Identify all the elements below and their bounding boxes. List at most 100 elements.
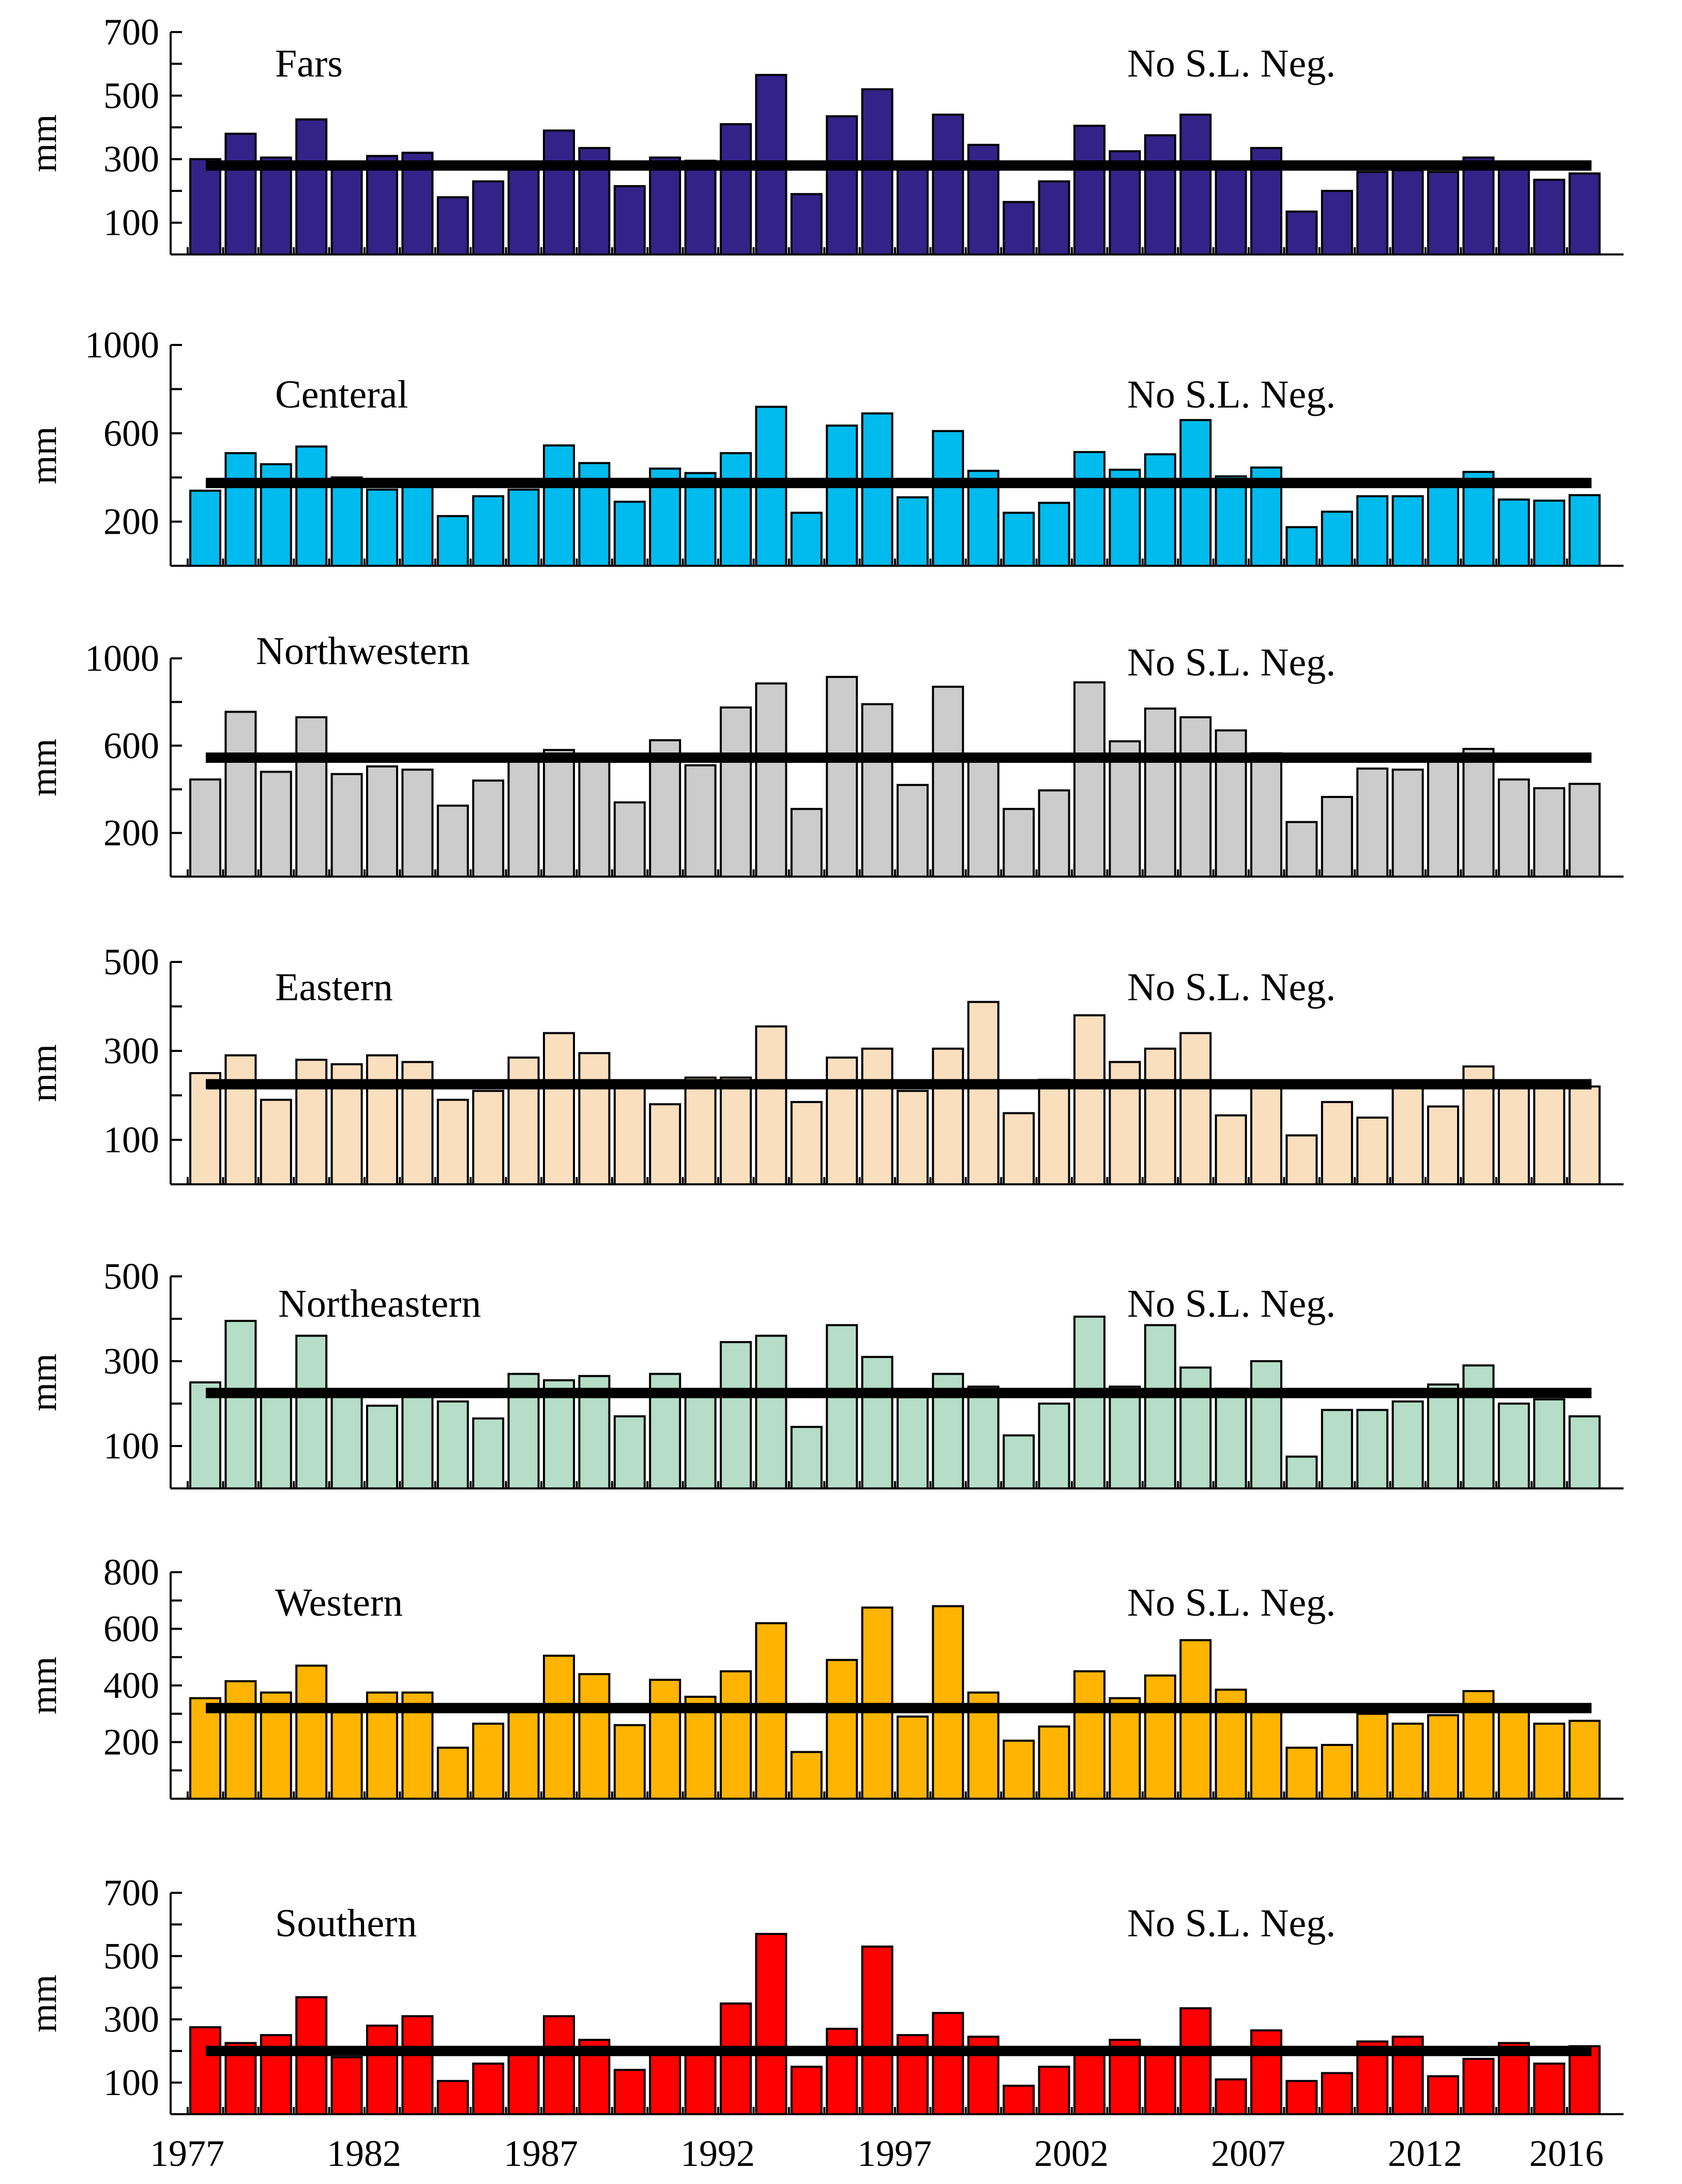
bar (615, 502, 645, 566)
bar (1428, 2076, 1458, 2114)
bar (792, 1752, 822, 1799)
bar (1004, 1436, 1034, 1489)
bar (261, 772, 291, 877)
bar (1428, 755, 1458, 877)
bar (367, 156, 397, 254)
bar (261, 158, 291, 254)
bar (615, 1417, 645, 1488)
y-axis-label: mm (23, 114, 64, 172)
y-tick-label: 600 (103, 725, 159, 766)
bar (792, 513, 822, 566)
bar (721, 707, 751, 877)
bar (579, 759, 609, 877)
bar (1145, 2053, 1175, 2114)
bar (1534, 180, 1564, 254)
bar (1499, 169, 1529, 254)
bar (332, 1712, 362, 1799)
bar (1180, 1033, 1210, 1184)
bar (756, 1336, 786, 1488)
bar (1534, 501, 1564, 566)
bar (544, 1656, 574, 1799)
bar (1180, 1367, 1210, 1488)
panel-title: Eastern (275, 966, 393, 1009)
bar (1534, 788, 1564, 877)
bar (1145, 1325, 1175, 1488)
bar (225, 1681, 255, 1799)
bar (438, 806, 468, 877)
bar (225, 712, 255, 877)
bar (332, 165, 362, 254)
bar (225, 1056, 255, 1184)
panel-title: Fars (275, 42, 343, 85)
bar (1074, 1671, 1104, 1799)
bar (721, 124, 751, 254)
bar (402, 486, 432, 566)
bar (1251, 1085, 1281, 1185)
bar (1004, 1741, 1034, 1799)
bar (1286, 2081, 1316, 2114)
y-tick-label: 300 (103, 139, 159, 180)
bar (1570, 784, 1600, 877)
bar (544, 445, 574, 566)
bar (615, 1725, 645, 1799)
bar (367, 490, 397, 566)
bar (367, 766, 397, 877)
bar (1216, 476, 1246, 566)
bar (544, 1033, 574, 1184)
bar (968, 1387, 998, 1488)
y-tick-label: 200 (103, 1722, 159, 1763)
bar (1216, 730, 1246, 877)
bar (792, 194, 822, 254)
panel-note: No S.L. Neg. (1127, 1902, 1336, 1945)
x-tick-label: 1987 (504, 2133, 578, 2174)
bar (1322, 1410, 1352, 1488)
bar (1570, 173, 1600, 254)
bar (438, 516, 468, 566)
bar (544, 130, 574, 254)
y-tick-label: 100 (103, 1119, 159, 1161)
bar (686, 1078, 716, 1184)
bar (686, 161, 716, 254)
bar (1039, 1080, 1069, 1184)
bar (1180, 420, 1210, 566)
bar (1216, 2080, 1246, 2114)
y-tick-label: 1000 (85, 324, 159, 366)
bar (544, 2016, 574, 2115)
bar (1534, 1724, 1564, 1799)
panel-western: 200400600800mmWestern No S.L. Neg. (23, 1552, 1624, 1799)
bar (332, 477, 362, 566)
bar (1463, 2059, 1493, 2114)
bar (261, 1393, 291, 1489)
bar (898, 1397, 928, 1488)
bar (1570, 1417, 1600, 1488)
bar (1463, 749, 1493, 877)
bar (1534, 1087, 1564, 1184)
bar (473, 1419, 503, 1488)
bar (898, 785, 928, 877)
bar (1074, 452, 1104, 566)
y-tick-label: 200 (103, 501, 159, 543)
y-tick-label: 300 (103, 1030, 159, 1072)
bar (862, 1357, 892, 1488)
bar (509, 761, 539, 877)
x-tick-label: 2002 (1034, 2133, 1109, 2174)
bar (1004, 513, 1034, 566)
bar (862, 89, 892, 254)
panel-note: No S.L. Neg. (1127, 373, 1336, 416)
bar (1074, 2053, 1104, 2114)
y-tick-label: 400 (103, 1665, 159, 1706)
bar (792, 809, 822, 877)
bar (296, 446, 326, 566)
bar (402, 770, 432, 877)
bar (1004, 809, 1034, 877)
panel-title: Centeral (275, 373, 408, 416)
bar (827, 1058, 857, 1184)
bar (827, 677, 857, 877)
bar (1357, 1410, 1387, 1488)
bar (1393, 496, 1423, 566)
x-tick-label: 2016 (1529, 2133, 1604, 2174)
bar (1499, 1404, 1529, 1488)
bar (615, 2070, 645, 2114)
bar (332, 1393, 362, 1489)
bar (1570, 1087, 1600, 1184)
